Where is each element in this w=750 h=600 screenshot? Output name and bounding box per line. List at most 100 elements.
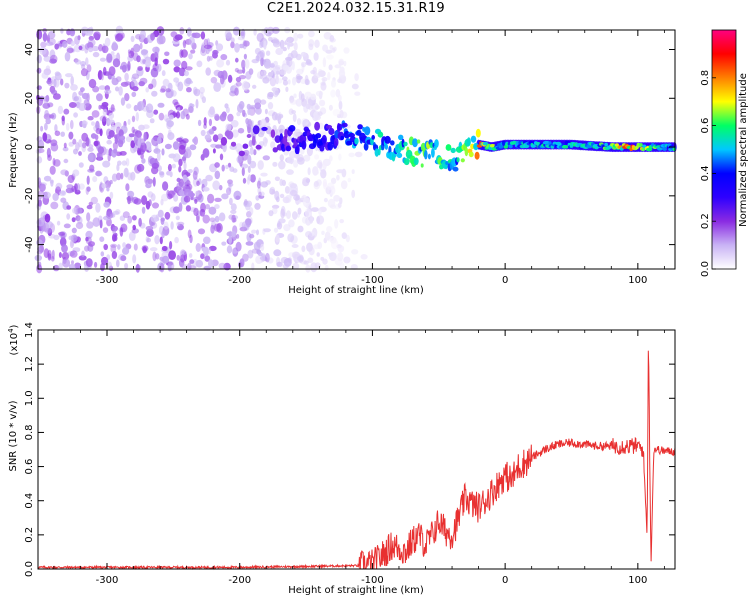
spectrogram-noise-cell [295,98,303,107]
spectrogram-noise-cell [322,258,328,265]
spectrogram-noise-cell [81,142,87,153]
spectrogram-noise-cell [275,234,280,243]
spectrogram-noise-cell [334,64,342,69]
spectrogram-noise-cell [226,245,233,254]
spectrogram-ridge-cell [327,141,334,151]
spectrogram-noise-cell [230,203,237,211]
spectrogram-ridge-cell [157,136,162,145]
spectrogram-noise-cell [47,154,52,161]
spectrogram-ridge-cell [470,135,477,143]
spectrogram-noise-cell [41,72,49,79]
spectrogram-noise-cell [186,87,192,93]
spectrogram-noise-cell [88,201,94,206]
spectrogram-noise-cell [301,216,308,224]
spectrogram-noise-cell [147,191,154,198]
spectrogram-noise-cell [290,189,298,197]
spectrogram-noise-cell [147,178,153,185]
x-tick-label: 100 [628,575,647,586]
spectrogram-noise-cell [277,220,281,228]
spectrogram-ridge-cell [242,143,249,149]
spectrogram-noise-cell [336,174,340,181]
spectrogram-noise-cell [274,113,282,121]
spectrogram-noise-cell [354,91,361,96]
spectrogram-noise-cell [71,185,77,192]
spectrogram-ridge-cell [508,144,513,149]
spectrogram-noise-cell [145,200,151,210]
spectrogram-noise-cell [73,112,78,118]
spectrogram-noise-cell [85,258,93,268]
spectrogram-noise-cell [161,230,165,239]
spectrogram-noise-cell [216,59,225,68]
spectrogram-noise-cell [131,73,140,80]
spectrogram-noise-cell [47,102,54,108]
spectrogram-noise-cell [115,151,123,157]
spectrogram-noise-cell [314,114,321,121]
spectrogram-noise-cell [292,211,298,220]
spectrogram-noise-cell [109,179,113,185]
spectrogram-noise-cell [57,105,64,115]
spectrogram-ridge-cell [119,135,126,141]
spectrogram-noise-cell [234,43,240,53]
spectrogram-noise-cell [61,252,70,261]
spectrogram-noise-cell [164,51,170,57]
spectrogram-noise-cell [225,164,229,170]
spectrogram-ridge-cell [364,126,371,136]
spectrogram-noise-cell [120,172,124,180]
spectrogram-noise-cell [247,249,254,259]
spectrogram-noise-cell [264,138,269,144]
spectrogram-noise-cell [161,255,170,264]
y-tick-label: 20 [24,92,35,105]
spectrogram-noise-cell [111,251,118,259]
spectrogram-noise-cell [49,165,56,175]
spectrogram-noise-cell [243,149,250,156]
snr-frame [37,329,676,570]
spectrogram-noise-cell [262,155,270,161]
spectrogram-noise-cell [74,59,82,65]
spectrogram-noise-cell [84,245,90,252]
spectrogram-noise-cell [182,174,188,183]
spectrogram-noise-cell [52,193,59,201]
spectrogram-noise-cell [231,231,236,238]
spectrogram-noise-cell [167,132,175,141]
spectrogram-noise-cell [238,75,247,80]
spectrogram-noise-cell [304,91,313,100]
spectrogram-noise-cell [58,262,63,271]
snr-series-line [37,350,676,571]
spectrogram-noise-cell [111,77,119,86]
spectrogram-noise-cell [124,81,131,86]
spectrogram-noise-cell [78,90,84,96]
spectrogram-noise-cell [108,112,115,120]
spectrogram-noise-cell [220,74,225,85]
spectrogram-noise-cell [234,87,239,96]
spectrogram-noise-cell [254,102,262,110]
spectrogram-noise-cell [307,257,314,264]
spectrogram-noise-cell [54,72,62,81]
spectrogram-noise-cell [243,40,250,47]
spectrogram-noise-cell [145,225,154,231]
spectrogram-noise-cell [301,118,309,126]
snr-y-axis-label: SNR (10 * v/v) [8,400,19,471]
spectrogram-noise-cell [288,150,297,158]
spectrogram-noise-cell [330,204,336,209]
spectrogram-noise-cell [122,247,130,255]
spectrogram-ridge-cell [314,121,320,131]
spectrogram-noise-cell [78,183,85,190]
spectrogram-noise-cell [78,151,82,156]
spectrogram-noise-cell [83,123,87,129]
spectrogram-noise-cell [180,110,186,120]
spectrogram-noise-cell [42,32,48,42]
spectrogram-ridge-cell [270,129,276,138]
spectrogram-noise-cell [296,256,304,262]
spectrogram-noise-cell [107,261,112,270]
spectrogram-ridge-cell [161,148,165,156]
spectrogram-noise-cell [127,195,131,205]
spectrogram-noise-cell [272,161,278,167]
spectrogram-noise-cell [201,246,206,252]
spectrogram-noise-cell [237,127,245,134]
spectrogram-noise-cell [254,202,261,210]
spectrogram-ridge-cell [315,133,322,139]
spectrogram-noise-cell [165,118,172,123]
spectrogram-ridge-cell [97,146,105,155]
spectrogram-noise-cell [56,220,61,226]
spectrogram-noise-cell [208,259,214,268]
